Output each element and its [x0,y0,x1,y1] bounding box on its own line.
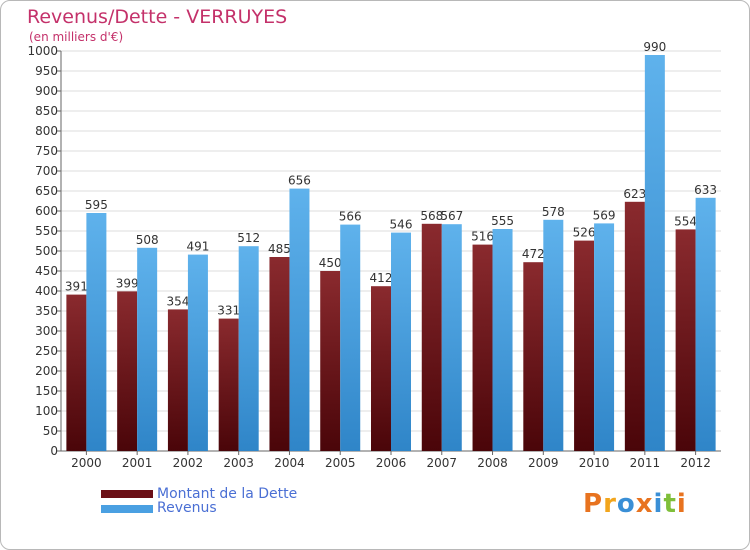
x-tick-label: 2003 [223,456,254,470]
bar-dette [472,244,493,451]
data-label-dette: 554 [674,214,697,228]
y-tick-label: 750 [35,144,58,158]
bar-revenus [289,188,310,451]
bar-revenus [238,246,259,451]
x-tick-label: 2008 [477,456,508,470]
bar-dette [117,291,138,451]
y-tick-label: 150 [35,384,58,398]
data-label-dette: 516 [471,230,494,244]
legend-swatch-dette [101,490,153,498]
bar-revenus [695,197,716,451]
chart-title: Revenus/Dette - VERRUYES [27,6,288,28]
data-label-dette: 399 [116,276,139,290]
data-label-revenus: 656 [288,174,311,188]
y-tick-label: 850 [35,104,58,118]
bar-dette [218,318,239,451]
y-tick-label: 250 [35,344,58,358]
x-tick-label: 2012 [680,456,711,470]
data-label-dette: 331 [217,304,240,318]
y-tick-label: 400 [35,284,58,298]
bar-revenus [187,254,208,451]
bar-dette [167,309,188,451]
bar-dette [371,286,391,451]
data-label-dette: 450 [319,256,342,270]
bar-dette [421,223,442,451]
y-tick-label: 550 [35,224,58,238]
x-tick-label: 2004 [274,456,305,470]
data-label-dette: 623 [623,187,646,201]
bar-revenus [137,247,158,451]
bar-dette [269,257,290,451]
data-label-revenus: 567 [440,209,463,223]
bar-dette [66,294,87,451]
data-label-revenus: 512 [237,231,260,245]
data-label-revenus: 491 [186,240,209,254]
data-label-revenus: 566 [339,210,362,224]
legend-label-revenus: Revenus [157,500,217,516]
bar-revenus [391,232,411,451]
chart-subtitle: (en milliers d'€) [29,30,124,44]
y-tick-label: 0 [50,444,58,458]
bar-dette [574,240,595,451]
y-tick-label: 200 [35,364,58,378]
data-label-revenus: 990 [643,40,666,54]
data-label-dette: 568 [420,209,443,223]
x-tick-label: 2002 [173,456,204,470]
data-label-revenus: 578 [542,205,565,219]
x-tick-label: 2010 [579,456,610,470]
x-tick-label: 2009 [528,456,559,470]
bar-revenus [644,55,665,451]
y-tick-label: 450 [35,264,58,278]
bar-revenus [340,224,361,451]
bar-dette [320,271,341,451]
y-tick-label: 950 [35,64,58,78]
y-tick-label: 500 [35,244,58,258]
bar-dette [624,201,645,451]
data-label-dette: 354 [166,294,189,308]
x-tick-label: 2000 [71,456,102,470]
y-tick-label: 800 [35,124,58,138]
x-tick-label: 2005 [325,456,356,470]
data-label-dette: 412 [370,271,393,285]
x-tick-label: 2006 [376,456,407,470]
y-tick-label: 50 [43,424,58,438]
bar-revenus [86,213,107,451]
proxiti-logo: Proxiti [583,489,687,519]
bar-revenus [543,219,564,451]
legend-swatch-revenus [101,505,153,513]
y-tick-label: 100 [35,404,58,418]
bar-dette [675,229,696,451]
data-label-revenus: 595 [85,198,108,212]
data-label-revenus: 508 [136,233,159,247]
bar-revenus [594,223,615,451]
y-tick-label: 600 [35,204,58,218]
y-tick-label: 1000 [27,44,58,58]
data-label-dette: 472 [522,247,545,261]
y-tick-label: 700 [35,164,58,178]
data-label-dette: 391 [65,280,88,294]
data-label-dette: 526 [573,226,596,240]
x-tick-label: 2011 [630,456,661,470]
x-tick-label: 2001 [122,456,153,470]
y-tick-label: 350 [35,304,58,318]
y-tick-label: 300 [35,324,58,338]
y-tick-label: 650 [35,184,58,198]
bar-revenus [492,229,513,451]
bar-dette [523,262,544,451]
data-label-revenus: 555 [491,214,514,228]
legend-label-dette: Montant de la Dette [157,486,298,502]
data-label-dette: 485 [268,242,291,256]
data-label-revenus: 546 [390,218,413,232]
data-label-revenus: 569 [593,208,616,222]
y-tick-label: 900 [35,84,58,98]
x-tick-label: 2007 [426,456,457,470]
data-label-revenus: 633 [694,183,717,197]
bar-revenus [441,224,462,451]
